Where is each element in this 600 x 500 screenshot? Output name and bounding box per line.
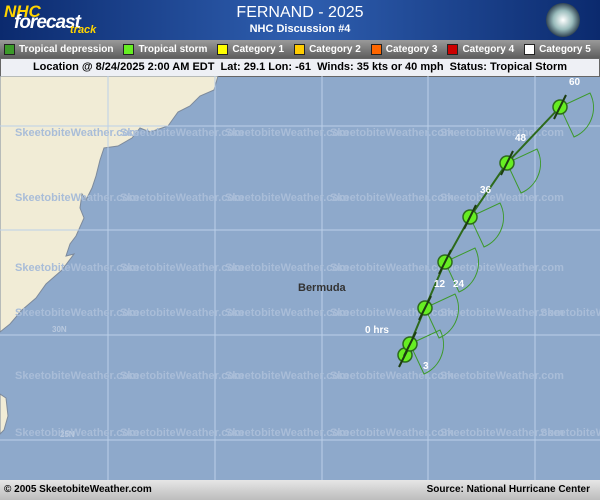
legend-label: Category 1: [232, 43, 285, 55]
legend-label: Tropical depression: [19, 43, 114, 55]
watermark: SkeetobiteWeather.com: [15, 262, 139, 274]
watermark: SkeetobiteWeather.com: [330, 262, 454, 274]
watermark: SkeetobiteWeather.com: [225, 370, 349, 382]
forecast-track: 0 hrs 3 12 24 36 48 60: [365, 77, 594, 375]
storm-tail: [403, 331, 417, 357]
watermark: SkeetobiteWeather.com: [540, 427, 600, 439]
watermark: SkeetobiteWeather.com: [330, 127, 454, 139]
lat-label: 30N: [52, 325, 67, 334]
legend-item: Tropical storm: [123, 43, 208, 55]
logo-forecast: forecast: [14, 12, 81, 33]
legend-item: Category 2: [294, 43, 361, 55]
storm-tail: [463, 204, 477, 230]
legend-label: Category 3: [385, 43, 438, 55]
watermark: SkeetobiteWeather.com: [120, 192, 244, 204]
watermark: SkeetobiteWeather.com: [330, 370, 454, 382]
watermark: SkeetobiteWeather.com: [120, 262, 244, 274]
legend-item: Category 5: [524, 43, 591, 55]
legend-swatch: [123, 43, 135, 55]
forecast-cone: [444, 247, 479, 293]
track-label: 3: [423, 361, 429, 372]
watermark: SkeetobiteWeather.com: [15, 127, 139, 139]
logo-nhc: NHC: [4, 2, 41, 21]
watermark: SkeetobiteWeather.com: [225, 307, 349, 319]
land: [0, 393, 9, 435]
legend-item: Category 1: [217, 43, 285, 55]
watermark: SkeetobiteWeather.com: [15, 427, 139, 439]
graticule: [0, 76, 600, 480]
footer: © 2005 SkeetobiteWeather.com Source: Nat…: [0, 480, 600, 500]
land: [0, 76, 219, 333]
storm-tail: [553, 94, 567, 120]
watermark: SkeetobiteWeather.com: [440, 307, 564, 319]
legend-label: Tropical storm: [138, 43, 208, 55]
watermark: SkeetobiteWeather.com: [330, 307, 454, 319]
watermark: SkeetobiteWeather.com: [225, 127, 349, 139]
map: SkeetobiteWeather.comSkeetobiteWeather.c…: [0, 76, 600, 480]
watermark: SkeetobiteWeather.com: [120, 427, 244, 439]
watermark: SkeetobiteWeather.com: [540, 307, 600, 319]
legend-label: Category 5: [539, 43, 591, 55]
forecast-cone: [506, 148, 541, 194]
watermark: SkeetobiteWeather.com: [15, 370, 139, 382]
track-label: 60: [569, 77, 581, 88]
track-label: 36: [480, 185, 492, 196]
header: NHC forecast track FERNAND - 2025 NHC Di…: [0, 0, 600, 40]
title: FERNAND - 2025: [236, 4, 364, 21]
status-line: Location @ 8/24/2025 2:00 AM EDT Lat: 29…: [0, 58, 600, 77]
storm-icon: [546, 3, 580, 37]
lat-label: 25N: [60, 430, 75, 439]
watermark: SkeetobiteWeather.com: [15, 192, 139, 204]
watermark: SkeetobiteWeather.com: [330, 427, 454, 439]
legend-swatch: [524, 43, 536, 55]
track-label: 12: [434, 279, 446, 290]
legend-item: Category 3: [370, 43, 438, 55]
subtitle: NHC Discussion #4: [249, 23, 351, 35]
watermark: SkeetobiteWeather.com: [440, 427, 564, 439]
legend-label: Category 2: [309, 43, 361, 55]
track-label: 24: [453, 279, 465, 290]
watermark: SkeetobiteWeather.com: [15, 307, 139, 319]
forecast-cone: [469, 202, 504, 248]
legend-swatch: [294, 43, 306, 55]
legend-swatch: [447, 43, 459, 55]
watermark: SkeetobiteWeather.com: [120, 127, 244, 139]
legend-label: Category 4: [462, 43, 515, 55]
storm-tail: [438, 249, 452, 275]
watermark: SkeetobiteWeather.com: [225, 192, 349, 204]
credit: © 2005 SkeetobiteWeather.com: [4, 484, 152, 495]
watermark: SkeetobiteWeather.com: [225, 262, 349, 274]
watermark: SkeetobiteWeather.com: [120, 307, 244, 319]
watermark: SkeetobiteWeather.com: [330, 192, 454, 204]
place-label: Bermuda: [298, 282, 347, 294]
watermark: SkeetobiteWeather.com: [440, 262, 564, 274]
legend: Tropical depression Tropical storm Categor…: [0, 40, 600, 58]
source: Source: National Hurricane Center: [426, 484, 590, 495]
legend-item: Category 4: [447, 43, 515, 55]
watermark: SkeetobiteWeather.com: [225, 427, 349, 439]
legend-swatch: [217, 43, 229, 55]
watermark: SkeetobiteWeather.com: [440, 192, 564, 204]
storm-tail: [418, 295, 432, 321]
forecast-cone: [559, 92, 594, 138]
legend-swatch: [370, 43, 382, 55]
track-label: 0 hrs: [365, 325, 389, 336]
legend-item: Tropical depression: [4, 43, 114, 55]
watermark: SkeetobiteWeather.com: [120, 370, 244, 382]
watermark: SkeetobiteWeather.com: [440, 127, 564, 139]
legend-swatch: [4, 43, 15, 55]
forecast-cone: [424, 293, 459, 339]
logo-track: track: [70, 24, 97, 36]
storm-tail: [500, 150, 514, 176]
track-label: 48: [515, 133, 527, 144]
watermark: SkeetobiteWeather.com: [440, 370, 564, 382]
forecast-cone: [409, 329, 444, 375]
